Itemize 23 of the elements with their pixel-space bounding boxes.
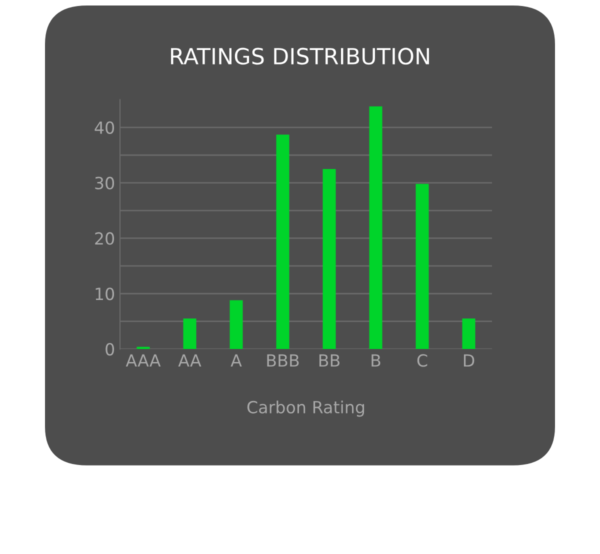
y-tick-label: 40 xyxy=(94,121,114,134)
x-tick-label: BBB xyxy=(267,354,299,367)
x-tick-label: BB xyxy=(319,354,340,367)
x-tick-label: AAA xyxy=(126,354,161,367)
bar xyxy=(462,318,476,350)
x-tick-label: A xyxy=(230,354,242,367)
bar xyxy=(369,106,382,350)
x-tick-label: AA xyxy=(178,354,202,367)
bar xyxy=(322,168,336,350)
y-tick-label: 0 xyxy=(106,342,114,356)
bar xyxy=(183,318,196,350)
x-tick-label: C xyxy=(417,354,428,367)
bar xyxy=(230,300,243,350)
x-tick-label: D xyxy=(464,354,474,367)
bar xyxy=(136,346,150,350)
y-tick-label: 10 xyxy=(96,288,114,300)
y-tick-label: 30 xyxy=(95,176,114,190)
chart-title: RATINGS DISTRIBUTION xyxy=(171,48,429,65)
x-tick-label: B xyxy=(372,354,380,367)
y-tick-label: 20 xyxy=(95,232,114,245)
bar xyxy=(416,184,429,350)
x-axis-title: Carbon Rating xyxy=(247,400,364,417)
bar xyxy=(276,134,290,350)
